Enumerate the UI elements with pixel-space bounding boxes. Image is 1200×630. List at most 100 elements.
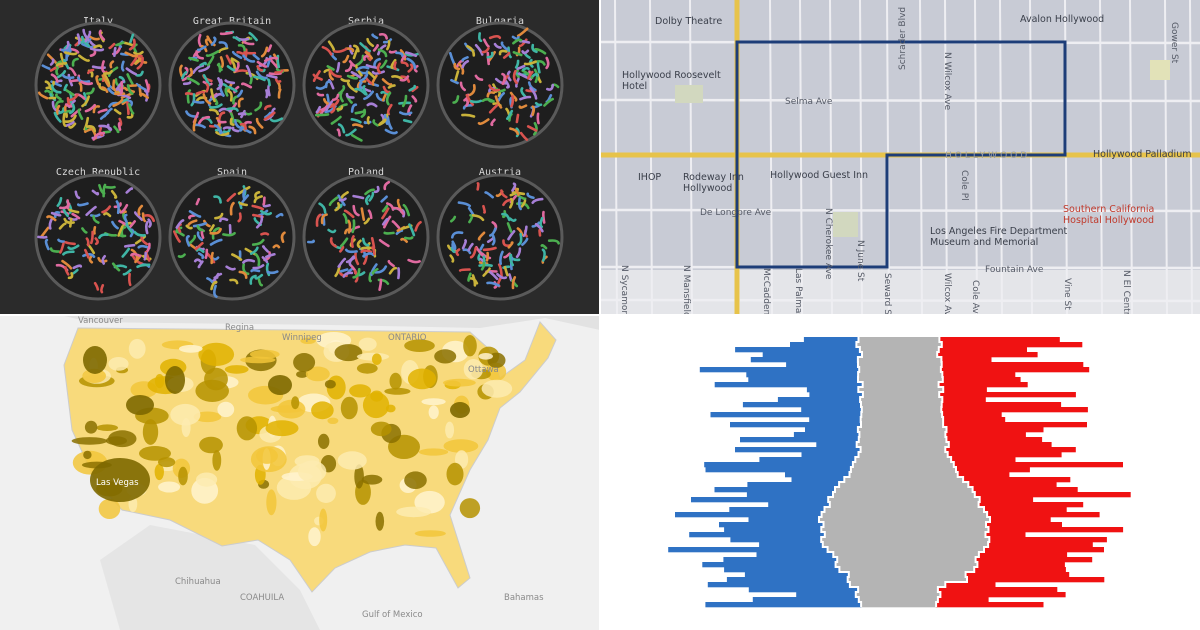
particle bbox=[144, 89, 149, 102]
particle bbox=[55, 62, 68, 67]
gray-bar bbox=[835, 487, 973, 493]
particle bbox=[512, 51, 523, 57]
particle bbox=[204, 248, 209, 260]
butterfly-panel bbox=[600, 315, 1200, 630]
blue-bar bbox=[705, 602, 862, 608]
blue-bar bbox=[729, 507, 825, 513]
particle bbox=[339, 268, 349, 273]
particle bbox=[511, 182, 517, 192]
particle bbox=[143, 251, 147, 261]
particle bbox=[204, 38, 210, 46]
map-label: N Mansfield Ave bbox=[681, 265, 691, 338]
particle bbox=[449, 254, 455, 263]
red-bar bbox=[988, 527, 1124, 533]
map-label: Selma Ave bbox=[785, 97, 833, 107]
particle bbox=[57, 238, 66, 243]
particle bbox=[78, 54, 90, 62]
particle bbox=[145, 242, 151, 254]
particle bbox=[119, 203, 129, 214]
particle bbox=[335, 62, 341, 73]
gray-bar bbox=[839, 567, 975, 573]
gray-bar bbox=[821, 527, 989, 533]
region bbox=[354, 464, 364, 489]
blue-bar bbox=[793, 432, 860, 438]
particle bbox=[253, 195, 263, 204]
particle bbox=[132, 58, 141, 65]
gray-bar bbox=[827, 547, 984, 553]
particle bbox=[328, 196, 339, 206]
gray-bar bbox=[858, 437, 947, 443]
particle bbox=[459, 81, 466, 92]
particle bbox=[272, 244, 281, 249]
particle bbox=[486, 91, 496, 98]
particle bbox=[469, 246, 477, 259]
particle bbox=[61, 74, 75, 80]
particle bbox=[494, 95, 503, 109]
particle bbox=[91, 65, 106, 70]
region bbox=[266, 489, 277, 516]
red-bar bbox=[987, 512, 1100, 518]
gray-bar bbox=[859, 367, 941, 373]
blue-bar bbox=[796, 592, 856, 598]
particle bbox=[127, 103, 135, 115]
red-bar bbox=[941, 357, 992, 363]
particle bbox=[519, 131, 529, 141]
particle bbox=[366, 37, 375, 48]
particle bbox=[56, 197, 63, 207]
particle bbox=[477, 231, 486, 241]
particle bbox=[64, 103, 74, 108]
particle bbox=[196, 45, 207, 52]
gray-bar bbox=[858, 337, 940, 343]
particle bbox=[205, 83, 210, 93]
particle bbox=[529, 86, 538, 100]
particle bbox=[243, 50, 257, 55]
particle bbox=[411, 85, 419, 93]
particle bbox=[192, 118, 197, 132]
particle bbox=[82, 253, 96, 258]
particle bbox=[501, 72, 506, 85]
particle bbox=[209, 103, 223, 109]
particle bbox=[256, 60, 268, 68]
region bbox=[297, 460, 327, 483]
region bbox=[450, 402, 470, 418]
gray-bar bbox=[844, 477, 964, 483]
region bbox=[385, 404, 396, 413]
particle bbox=[64, 88, 76, 97]
particle bbox=[80, 80, 93, 86]
region bbox=[165, 366, 185, 394]
particle bbox=[367, 71, 376, 79]
map-label: N June St bbox=[855, 240, 865, 282]
particle bbox=[102, 130, 112, 134]
particle bbox=[226, 65, 236, 72]
region bbox=[305, 366, 330, 382]
region bbox=[296, 370, 309, 378]
particle bbox=[500, 41, 509, 51]
particle bbox=[186, 77, 200, 86]
particle bbox=[89, 49, 97, 57]
particle bbox=[46, 215, 57, 222]
particle bbox=[352, 204, 360, 217]
particle bbox=[130, 252, 142, 258]
particle bbox=[320, 213, 328, 225]
particle bbox=[242, 40, 255, 46]
red-bar bbox=[953, 462, 1123, 468]
particle bbox=[128, 38, 136, 51]
particle bbox=[173, 230, 181, 243]
region bbox=[196, 472, 218, 487]
particle bbox=[103, 70, 113, 75]
particle bbox=[232, 95, 239, 105]
choropleth bbox=[71, 332, 513, 547]
particle bbox=[193, 123, 206, 129]
particle bbox=[399, 75, 410, 82]
particle bbox=[407, 258, 421, 264]
particle bbox=[44, 238, 50, 251]
particle bbox=[202, 93, 212, 105]
particle bbox=[408, 84, 417, 92]
particle bbox=[84, 248, 90, 259]
gray-bar bbox=[819, 517, 990, 523]
particle bbox=[498, 49, 508, 56]
particle bbox=[516, 227, 524, 237]
particle bbox=[77, 108, 84, 120]
particle bbox=[350, 235, 355, 248]
particle bbox=[350, 103, 358, 113]
